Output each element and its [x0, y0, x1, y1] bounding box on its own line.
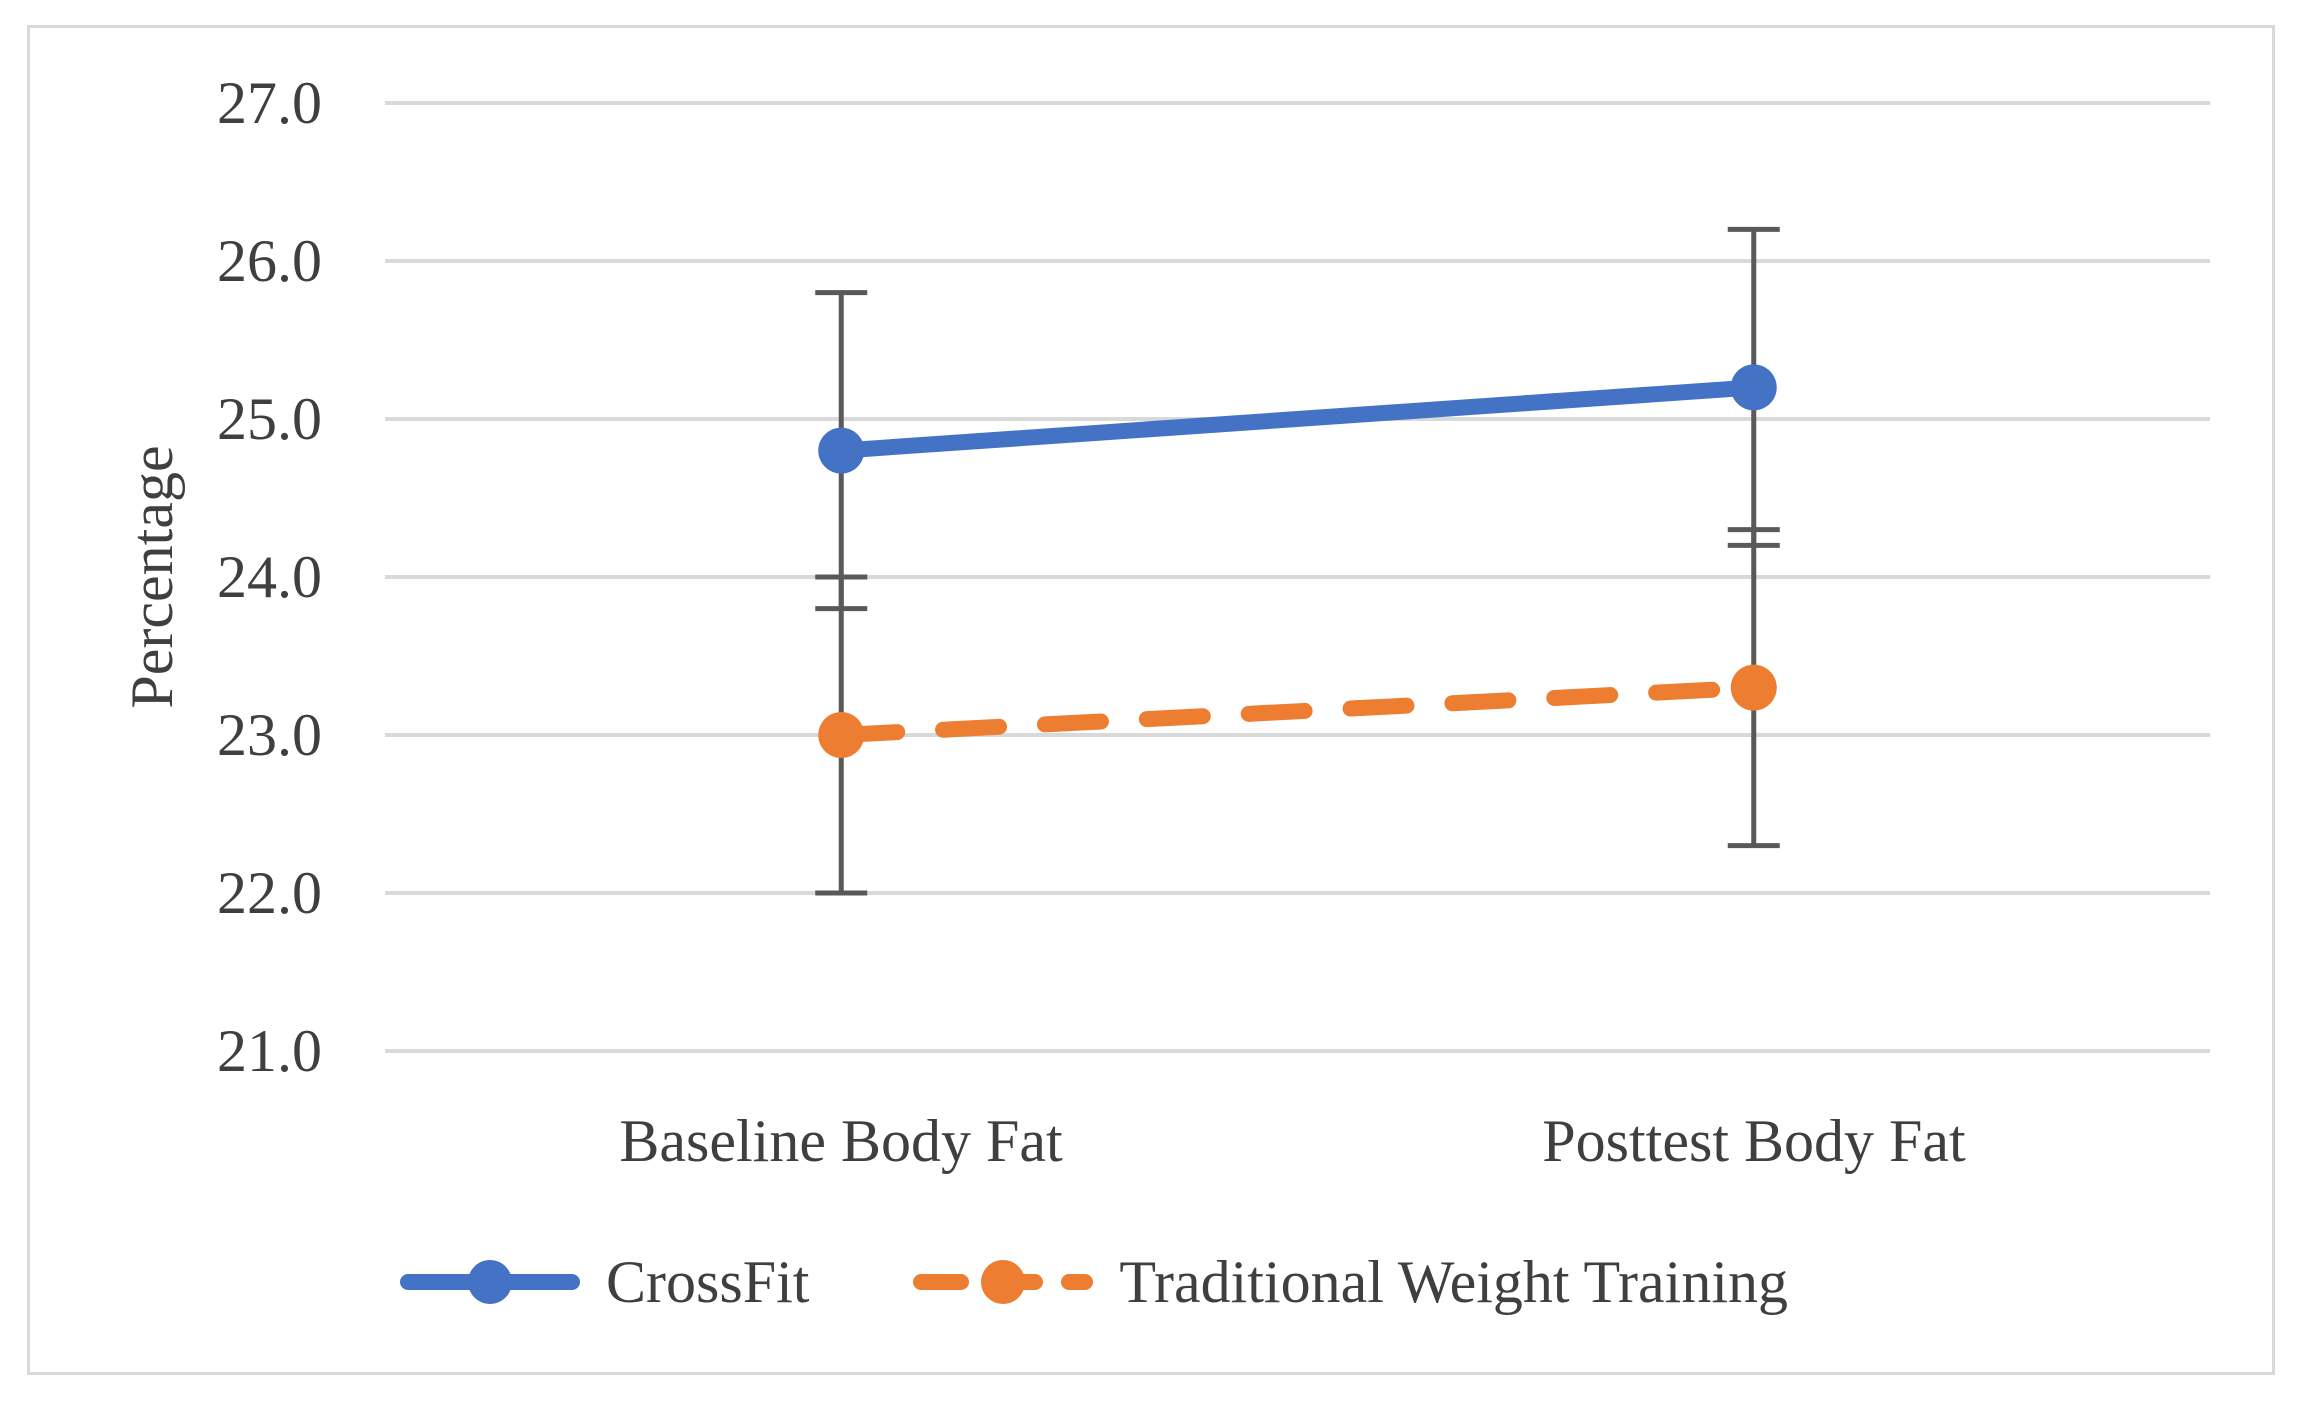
legend-label: CrossFit: [606, 1248, 810, 1315]
y-tick-label: 21.0: [217, 1018, 322, 1084]
y-tick-label: 27.0: [217, 70, 322, 136]
x-axis-label: Baseline Body Fat: [619, 1108, 1063, 1174]
series-line-crossfit: [833, 379, 1762, 459]
legend-item-traditional-weight-training: Traditional Weight Training: [913, 1248, 1788, 1317]
y-tick-label: 23.0: [217, 702, 322, 768]
legend-item-crossfit: CrossFit: [400, 1248, 809, 1317]
gridlines: [385, 101, 2210, 1053]
series-layer: [815, 226, 1780, 896]
data-point-marker: [818, 712, 865, 758]
x-axis-label: Posttest Body Fat: [1542, 1108, 1966, 1174]
chart-legend: CrossFit Traditional Weight Training: [400, 1238, 1788, 1326]
x-axis-labels: Baseline Body Fat Posttest Body Fat: [619, 1108, 1966, 1174]
y-axis-title: Percentage: [119, 445, 185, 708]
figure-border: [27, 25, 2275, 1375]
data-point-marker: [818, 427, 865, 474]
legend-line-sample: [913, 1260, 1094, 1304]
y-tick-label: 25.0: [217, 386, 322, 452]
legend-sample-marker: [468, 1260, 512, 1304]
legend-sample-marker: [981, 1260, 1026, 1304]
y-tick-label: 26.0: [217, 228, 322, 294]
data-point-marker: [1730, 364, 1777, 411]
legend-line-sample: [400, 1260, 580, 1304]
y-tick-label: 22.0: [217, 860, 322, 926]
data-point-marker: [1730, 664, 1777, 711]
y-axis-tick-labels: 27.0 26.0 25.0 24.0 23.0 22.0 21.0: [217, 70, 322, 1084]
legend-label: Traditional Weight Training: [1119, 1248, 1789, 1315]
y-tick-label: 24.0: [217, 544, 322, 610]
series-line-traditional-weight-training: [833, 679, 1762, 743]
